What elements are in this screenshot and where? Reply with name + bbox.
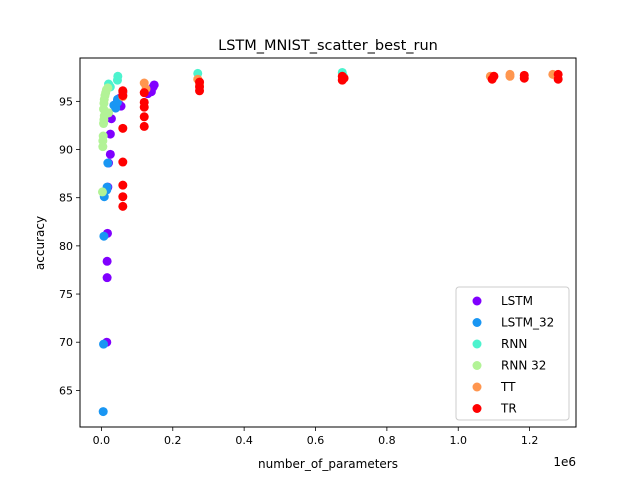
legend-marker-rnn-32 — [472, 361, 482, 370]
data-point-rnn-32 — [103, 83, 113, 93]
x-tick-label: 1.0 — [449, 434, 467, 447]
x-tick-label: 0.2 — [164, 434, 182, 447]
data-point-tr — [139, 121, 149, 131]
y-axis: 65 70 75 80 85 90 95 — [59, 95, 80, 397]
data-point-lstm-32 — [112, 97, 122, 107]
legend-label-lstm-32: LSTM_32 — [501, 316, 554, 330]
data-point-tr — [195, 77, 205, 87]
legend-label-rnn: RNN — [501, 337, 527, 351]
data-point-tr — [139, 97, 149, 107]
legend-marker-lstm — [472, 296, 482, 306]
legend: LSTM LSTM_32 RNN RNN 32 TT TR — [455, 286, 570, 421]
y-axis-label: accuracy — [33, 216, 47, 270]
data-point-lstm — [149, 80, 159, 90]
legend-marker-lstm-32 — [472, 318, 482, 327]
legend-box — [455, 286, 570, 421]
legend-marker-tt — [472, 382, 482, 392]
data-point-tr — [489, 71, 499, 81]
data-point-lstm-32 — [99, 231, 109, 241]
data-point-tr — [118, 201, 128, 211]
legend-label-tt: TT — [500, 380, 516, 394]
data-point-tr — [118, 86, 128, 96]
y-tick-label: 75 — [59, 288, 73, 301]
data-point-lstm — [105, 149, 115, 159]
data-point-tr — [519, 70, 529, 80]
legend-marker-rnn — [472, 339, 482, 349]
data-point-lstm-32 — [103, 158, 113, 168]
y-tick-label: 80 — [59, 240, 73, 253]
legend-label-lstm: LSTM — [501, 294, 533, 308]
data-point-lstm — [102, 273, 112, 283]
data-point-tr — [118, 123, 128, 133]
x-axis-label: number_of_parameters — [258, 457, 398, 471]
data-point-tr — [118, 192, 128, 202]
plot-frame — [79, 57, 577, 428]
legend-label-tr: TR — [500, 402, 517, 416]
data-point-lstm-32 — [98, 407, 108, 417]
y-tick-label: 90 — [59, 144, 73, 157]
plot-area — [79, 57, 577, 428]
x-tick-label: 0.8 — [378, 434, 396, 447]
data-point-tr — [118, 157, 128, 167]
data-point-lstm — [105, 129, 115, 139]
data-point-rnn-32 — [104, 108, 114, 118]
x-tick-label: 1.2 — [521, 434, 539, 447]
y-tick-label: 65 — [59, 384, 73, 397]
y-tick-label: 70 — [59, 336, 73, 349]
data-point-tr — [339, 73, 349, 83]
data-point-lstm-32 — [99, 339, 109, 349]
legend-label-rnn-32: RNN 32 — [501, 359, 546, 373]
data-point-rnn-32 — [98, 131, 108, 141]
y-tick-label: 85 — [59, 192, 73, 205]
chart-title: LSTM_MNIST_scatter_best_run — [218, 38, 438, 54]
x-axis-offset-label: 1e6 — [553, 455, 576, 469]
y-tick-label: 95 — [59, 95, 73, 108]
data-point-rnn — [113, 71, 123, 81]
data-points — [97, 67, 563, 417]
data-point-tr — [139, 112, 149, 122]
x-axis: 0.0 0.2 0.4 0.6 0.8 1.0 1.2 — [93, 427, 539, 447]
data-point-tr — [553, 69, 563, 79]
x-tick-label: 0.6 — [307, 434, 325, 447]
data-point-lstm — [102, 256, 112, 266]
x-tick-label: 0.0 — [93, 434, 111, 447]
data-point-tr — [139, 88, 149, 98]
data-point-tr — [118, 180, 128, 190]
data-point-tt — [505, 71, 515, 81]
data-point-rnn-32 — [97, 187, 107, 197]
legend-marker-tr — [472, 404, 482, 413]
x-tick-label: 0.4 — [235, 434, 253, 447]
